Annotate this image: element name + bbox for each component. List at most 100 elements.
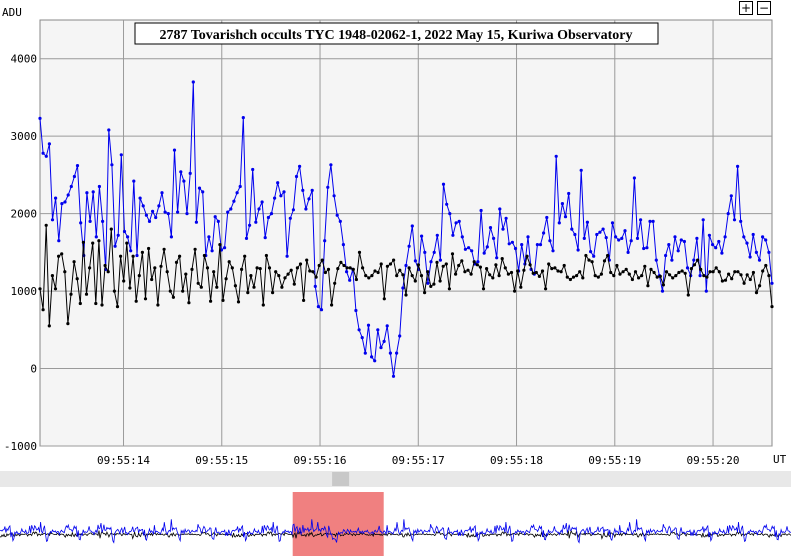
data-point	[679, 238, 683, 242]
data-point	[629, 239, 633, 243]
data-point	[639, 218, 643, 222]
x-tick-label: 09:55:15	[195, 454, 248, 467]
data-point	[391, 374, 396, 378]
data-point	[568, 277, 573, 282]
overview-series-line	[0, 519, 791, 544]
data-point	[495, 256, 499, 260]
overview-series-line	[0, 529, 791, 540]
data-point	[410, 224, 414, 228]
data-point	[60, 252, 64, 256]
data-point	[567, 191, 571, 196]
data-point	[761, 235, 765, 239]
data-point	[714, 246, 718, 250]
data-point	[692, 263, 697, 267]
data-point	[254, 220, 258, 224]
data-point	[617, 238, 621, 242]
data-point	[460, 235, 464, 239]
data-point	[361, 266, 365, 270]
data-point	[522, 268, 526, 272]
data-point	[218, 243, 222, 247]
x-tick-label: 09:55:17	[392, 454, 445, 467]
data-point	[407, 266, 411, 270]
data-point	[47, 142, 52, 146]
chart-title: 2787 Tovarishch occults TYC 1948-02062-1…	[159, 28, 632, 43]
data-point	[69, 292, 73, 296]
data-point	[199, 285, 203, 289]
data-point	[341, 243, 345, 247]
data-point	[702, 274, 706, 278]
data-point	[584, 253, 588, 258]
data-point	[764, 263, 768, 268]
data-point	[319, 308, 324, 312]
data-point	[720, 251, 724, 255]
data-point	[122, 279, 126, 283]
data-point	[506, 272, 510, 276]
data-point	[101, 219, 105, 223]
data-point	[751, 270, 756, 275]
data-point	[227, 260, 231, 264]
data-point	[648, 219, 652, 223]
data-point	[727, 272, 731, 276]
data-point	[128, 286, 132, 290]
data-point	[601, 227, 605, 231]
data-point	[401, 273, 405, 277]
data-point	[513, 246, 518, 251]
data-point	[248, 223, 252, 227]
data-point	[751, 232, 755, 237]
data-point	[382, 339, 386, 343]
data-point	[640, 274, 644, 278]
data-point	[745, 273, 749, 277]
zoom-out-button[interactable]: −	[757, 1, 771, 15]
data-point	[620, 236, 624, 240]
data-point	[757, 258, 762, 262]
data-point	[447, 287, 451, 291]
data-point	[704, 289, 708, 293]
data-point	[388, 262, 393, 266]
data-point	[528, 263, 532, 267]
data-point	[754, 291, 759, 295]
zoom-in-button[interactable]: +	[739, 1, 753, 15]
data-point	[498, 207, 502, 211]
data-point	[72, 174, 76, 179]
data-point	[513, 289, 517, 293]
data-point	[252, 285, 256, 289]
data-point	[106, 270, 110, 274]
data-point	[463, 270, 467, 274]
data-point	[410, 274, 414, 278]
data-point	[314, 275, 318, 279]
data-point	[426, 281, 430, 285]
data-point	[235, 191, 239, 195]
data-point	[420, 234, 424, 238]
scrollbar-track[interactable]	[0, 471, 791, 487]
data-point	[255, 266, 259, 270]
data-point	[335, 213, 339, 217]
data-point	[197, 186, 202, 190]
scrollbar-thumb[interactable]	[332, 472, 350, 486]
y-tick-label: 0	[30, 363, 37, 376]
data-point	[708, 270, 712, 274]
data-point	[767, 250, 771, 254]
data-point	[448, 212, 452, 216]
data-point	[163, 210, 167, 214]
data-point	[711, 270, 715, 274]
data-point	[551, 249, 555, 253]
data-point	[249, 274, 253, 278]
data-point	[658, 274, 662, 278]
data-point	[578, 270, 582, 274]
data-point	[342, 263, 346, 268]
data-point	[595, 232, 599, 237]
data-point	[348, 266, 352, 270]
y-tick-label: 2000	[11, 208, 38, 221]
data-point	[398, 268, 402, 272]
series-layer	[38, 80, 774, 378]
data-point	[329, 163, 333, 167]
data-point	[140, 250, 144, 254]
data-point	[413, 259, 417, 263]
data-point	[385, 324, 389, 328]
data-point	[423, 291, 427, 295]
data-point	[143, 297, 148, 301]
data-point	[246, 291, 250, 295]
overview-selection-window[interactable]	[292, 492, 384, 556]
data-point	[330, 303, 334, 307]
data-point	[41, 308, 45, 312]
